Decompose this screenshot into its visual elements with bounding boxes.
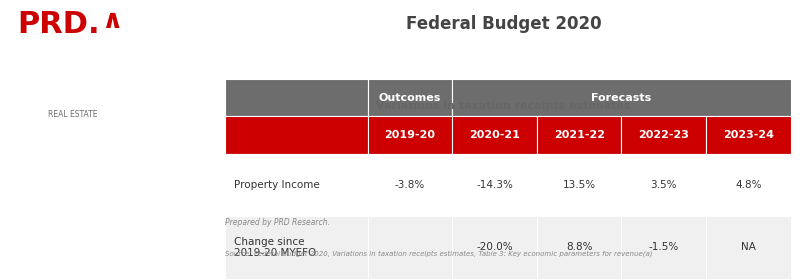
Text: 8.8%: 8.8% [566,242,593,253]
FancyBboxPatch shape [452,79,790,116]
Text: 2022-23: 2022-23 [638,130,690,140]
FancyBboxPatch shape [537,216,622,279]
Text: -1.5%: -1.5% [649,242,679,253]
FancyBboxPatch shape [368,79,452,116]
Text: Property Income: Property Income [234,180,320,190]
FancyBboxPatch shape [225,79,368,116]
FancyBboxPatch shape [622,216,706,279]
Text: 4.8%: 4.8% [735,180,762,190]
Text: PRD.: PRD. [18,10,100,39]
Text: 2021-22: 2021-22 [554,130,605,140]
FancyBboxPatch shape [706,116,790,154]
FancyBboxPatch shape [225,216,368,279]
Text: 2023-24: 2023-24 [723,130,774,140]
FancyBboxPatch shape [537,154,622,216]
Text: -3.8%: -3.8% [395,180,425,190]
FancyBboxPatch shape [452,216,537,279]
Text: ∧: ∧ [101,8,122,34]
Text: -20.0%: -20.0% [476,242,513,253]
Text: REAL ESTATE: REAL ESTATE [48,109,97,118]
FancyBboxPatch shape [706,154,790,216]
FancyBboxPatch shape [225,116,368,154]
FancyBboxPatch shape [368,216,452,279]
Text: Prepared by PRD Research.: Prepared by PRD Research. [225,218,330,227]
FancyBboxPatch shape [452,116,537,154]
Text: NA: NA [741,242,756,253]
FancyBboxPatch shape [225,154,368,216]
Text: 13.5%: 13.5% [562,180,596,190]
Text: Federal Budget 2020: Federal Budget 2020 [406,15,602,33]
FancyBboxPatch shape [368,116,452,154]
FancyBboxPatch shape [622,154,706,216]
Text: Outcomes: Outcomes [379,93,442,103]
Text: Source: Federal Budget 2020, Variations in taxation receipts estimates, Table 3:: Source: Federal Budget 2020, Variations … [225,251,652,258]
Text: 3.5%: 3.5% [650,180,677,190]
FancyBboxPatch shape [452,154,537,216]
Text: -14.3%: -14.3% [476,180,513,190]
Text: 2020-21: 2020-21 [469,130,520,140]
FancyBboxPatch shape [706,216,790,279]
Text: Change since
2019-20 MYEFO: Change since 2019-20 MYEFO [234,237,317,258]
Text: Forecasts: Forecasts [591,93,652,103]
FancyBboxPatch shape [368,154,452,216]
Text: Variations in taxation receipts estimates: Variations in taxation receipts estimate… [376,101,631,111]
FancyBboxPatch shape [622,116,706,154]
FancyBboxPatch shape [537,116,622,154]
Text: 2019-20: 2019-20 [385,130,435,140]
